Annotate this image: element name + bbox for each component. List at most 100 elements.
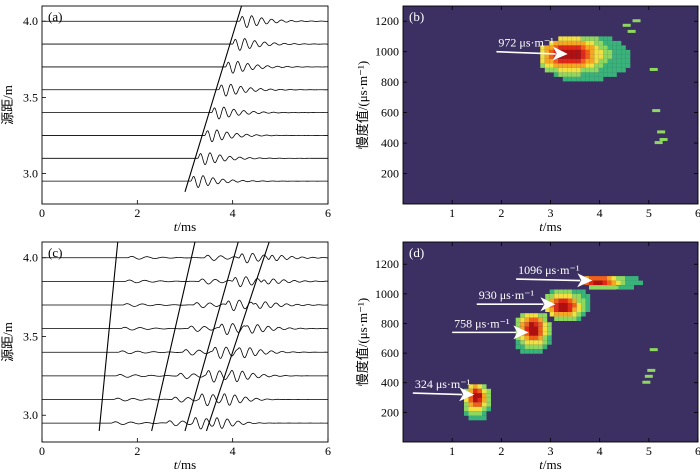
heat-cell xyxy=(589,36,595,41)
y-axis-label: 慢度值/(μs·m⁻¹) xyxy=(355,298,370,387)
x-tick-label: 1 xyxy=(449,444,455,458)
heat-cell xyxy=(542,331,548,336)
heat-cell xyxy=(598,72,604,77)
trace-line xyxy=(42,38,329,51)
heat-cell xyxy=(594,58,599,64)
heat-cell xyxy=(589,67,595,73)
trace-line xyxy=(42,417,329,430)
heat-cell xyxy=(515,340,521,345)
y-tick-label: 4.0 xyxy=(23,14,38,28)
heat-cell xyxy=(571,54,577,59)
heat-cell xyxy=(616,40,622,46)
heat-cell xyxy=(547,340,552,345)
heat-cell xyxy=(616,49,622,55)
panel-label-c: (c) xyxy=(48,245,62,260)
plot-area-c xyxy=(41,241,329,443)
heat-cell xyxy=(473,397,478,403)
heat-cell xyxy=(473,388,478,394)
y-tick-label: 1000 xyxy=(375,287,399,301)
heat-cell xyxy=(547,326,552,332)
annotation-arrow-head xyxy=(513,325,529,340)
heat-cell xyxy=(549,49,554,55)
heat-cell xyxy=(524,317,530,323)
heat-cell xyxy=(567,298,573,303)
heat-cell xyxy=(464,406,469,412)
heat-cell xyxy=(549,40,554,46)
heat-cell xyxy=(576,294,582,299)
heat-cell xyxy=(620,280,625,286)
annotation-label: 758 μs·m⁻¹ xyxy=(454,316,510,330)
y-tick-label: 600 xyxy=(381,346,399,360)
heat-cell xyxy=(477,406,482,412)
heat-speck xyxy=(652,109,661,113)
heat-cell xyxy=(486,406,491,412)
heat-cell xyxy=(589,58,595,64)
heat-cell xyxy=(625,54,631,59)
annotation-label: 324 μs·m⁻¹ xyxy=(415,377,471,391)
heat-cell xyxy=(553,45,559,50)
heat-cell xyxy=(524,349,530,354)
trace-line xyxy=(42,61,329,74)
heat-cell xyxy=(468,384,473,389)
heat-cell xyxy=(589,276,594,281)
heat-cell xyxy=(598,285,603,290)
heat-cell xyxy=(515,317,521,323)
heat-cell xyxy=(563,303,568,308)
x-axis-label-unit: /ms xyxy=(177,457,196,472)
heat-cell xyxy=(581,298,586,303)
heat-cell xyxy=(598,276,603,281)
heat-cell xyxy=(520,340,525,345)
x-axis-label-var: t xyxy=(539,219,543,234)
heat-cell xyxy=(547,322,552,327)
heat-cell xyxy=(540,58,545,64)
plot-area-b xyxy=(402,5,699,205)
heat-cell xyxy=(567,76,572,82)
heat-cell xyxy=(607,276,612,281)
heat-cell xyxy=(544,63,550,68)
heat-cell xyxy=(549,67,554,73)
heat-cell xyxy=(464,411,469,416)
heat-cell xyxy=(585,36,590,41)
heat-cell xyxy=(529,322,534,327)
waveforms-a xyxy=(42,5,329,192)
y-tick-label: 3.5 xyxy=(23,329,38,343)
plot-area-a xyxy=(41,5,329,205)
heat-cell xyxy=(571,67,577,73)
heat-cell xyxy=(554,298,559,303)
x-axis-label-var: t xyxy=(174,457,178,472)
heat-cell xyxy=(468,415,473,421)
heat-cell xyxy=(554,294,559,299)
heat-cell xyxy=(607,36,613,41)
heat-cell xyxy=(482,393,487,398)
heat-cell xyxy=(616,58,622,64)
heat-cell xyxy=(611,276,616,281)
heat-cell xyxy=(538,344,543,350)
y-tick-label: 3.5 xyxy=(23,90,38,104)
x-tick-label: 5 xyxy=(646,206,652,220)
y-tick-label: 200 xyxy=(381,167,399,181)
heat-cell xyxy=(576,40,581,46)
heat-speck xyxy=(647,368,656,372)
heat-cell xyxy=(612,54,617,59)
annotation-label: 930 μs·m⁻¹ xyxy=(479,288,535,302)
heat-cell xyxy=(607,280,612,286)
heat-cell xyxy=(482,415,487,421)
heat-cell xyxy=(585,303,591,308)
heat-cell xyxy=(549,307,555,312)
heat-cell xyxy=(585,307,591,312)
heat-cell xyxy=(594,40,599,46)
heat-cell xyxy=(558,312,564,317)
heat-cell xyxy=(558,316,564,321)
heat-cell xyxy=(602,276,607,281)
heat-cell xyxy=(625,285,630,290)
heat-cell xyxy=(629,285,634,290)
heat-cell xyxy=(603,72,608,77)
heat-speck xyxy=(642,380,651,384)
annotation-arrow-shaft xyxy=(412,392,463,396)
heat-cell xyxy=(572,312,577,317)
heat-cell xyxy=(533,340,539,345)
heat-cell xyxy=(598,49,604,55)
heat-cell xyxy=(602,285,607,290)
heat-cell xyxy=(580,36,586,41)
heatmap-cells-b xyxy=(540,19,668,145)
